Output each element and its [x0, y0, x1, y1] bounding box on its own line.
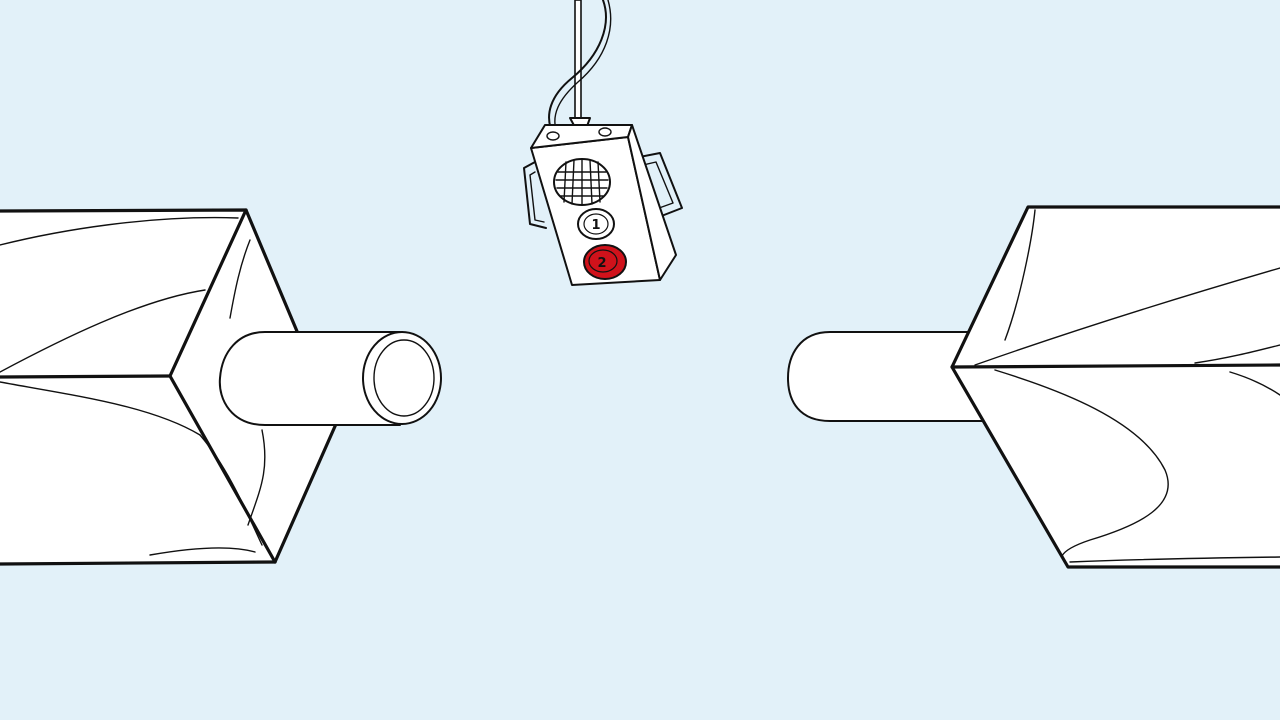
left-machine[interactable] — [0, 208, 442, 566]
right-machine[interactable] — [787, 205, 1280, 569]
button-2-label: 2 — [597, 256, 606, 271]
button-1-label: 1 — [591, 218, 600, 233]
button-1[interactable]: 1 — [577, 208, 615, 240]
button-2[interactable]: 2 — [583, 244, 627, 280]
right-pipe — [787, 331, 1001, 422]
button-2-cap — [583, 244, 627, 280]
control-box[interactable]: 1 2 — [523, 0, 683, 286]
cable — [548, 0, 607, 133]
left-pipe — [218, 331, 401, 426]
left-pipe-opening[interactable] — [362, 331, 442, 425]
speaker-grille — [553, 158, 611, 206]
right-block-body — [952, 207, 1280, 567]
hanging-rod — [574, 0, 582, 119]
left-block-body — [0, 210, 336, 564]
